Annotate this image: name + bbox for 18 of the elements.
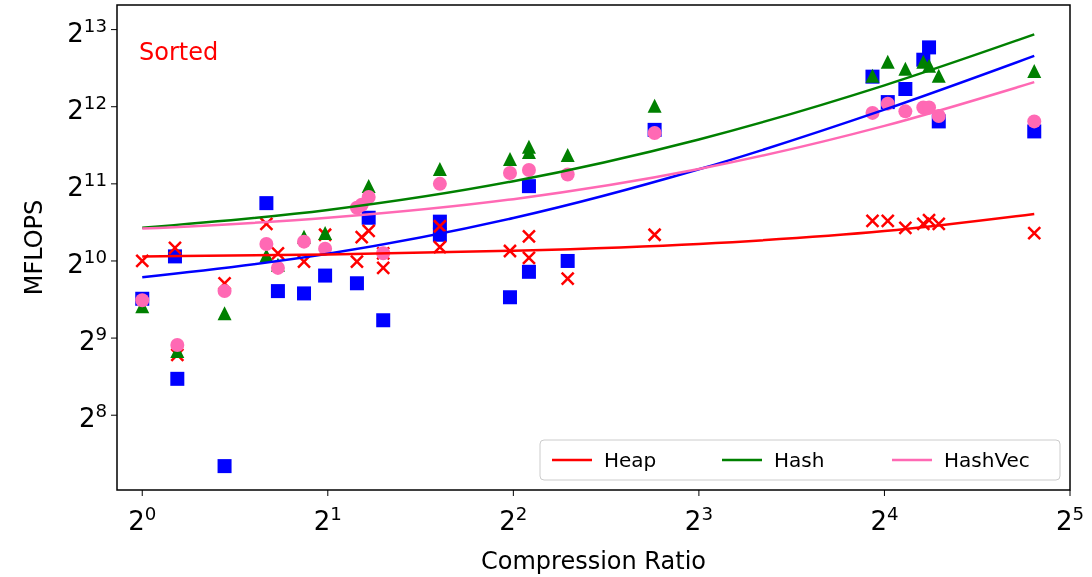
legend-label: Hash xyxy=(774,448,825,472)
y-tick-label: 2$^{11}$ xyxy=(67,168,107,202)
y-tick-label: 2$^{13}$ xyxy=(67,14,107,48)
x-tick-label: 2$^{4}$ xyxy=(870,502,899,536)
x-tick-label: 2$^{0}$ xyxy=(128,502,157,536)
x-tick-label: 2$^{5}$ xyxy=(1055,502,1085,536)
y-tick-label: 2$^{10}$ xyxy=(67,245,107,279)
x-axis-title: Compression Ratio xyxy=(481,547,706,575)
annotation: Sorted xyxy=(139,38,219,66)
y-tick-label: 2$^{8}$ xyxy=(78,399,107,434)
x-tick-label: 2$^{3}$ xyxy=(684,502,713,536)
x-tick-label: 2$^{1}$ xyxy=(313,502,342,536)
legend-label: HashVec xyxy=(944,448,1030,472)
y-tick-label: 2$^{9}$ xyxy=(78,322,107,357)
y-tick-label: 2$^{12}$ xyxy=(67,91,107,125)
y-axis-title: MFLOPS xyxy=(20,199,48,296)
legend-label: Heap xyxy=(604,448,657,472)
x-tick-label: 2$^{2}$ xyxy=(499,502,528,536)
